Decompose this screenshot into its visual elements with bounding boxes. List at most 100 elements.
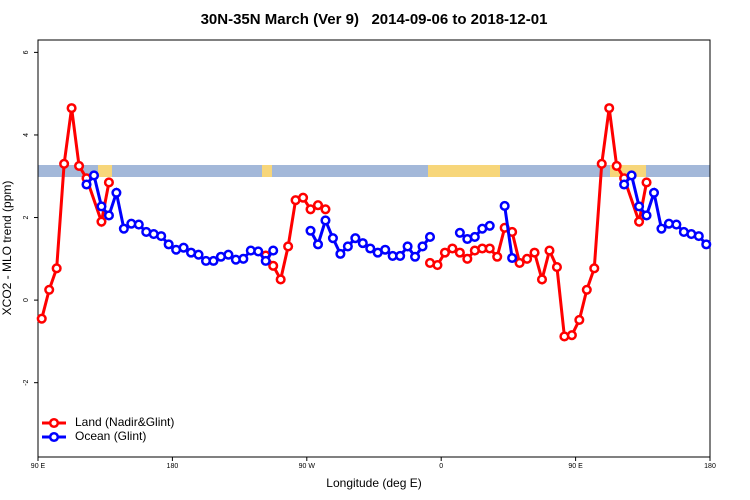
data-point [648,187,660,198]
x-tick-label: 180 [167,463,179,470]
data-point [424,231,436,242]
y-tick-label: -2 [23,379,30,385]
y-tick-label: 4 [23,133,30,137]
chart-title: 30N-35N March (Ver 9) 2014-09-06 to 2018… [201,11,548,28]
data-point [619,179,630,190]
x-tick-label: 90 W [299,463,316,470]
land-band [428,165,500,177]
y-tick-label: 2 [23,215,30,219]
data-point [342,241,353,252]
data-point [641,177,652,188]
data-point [447,243,458,254]
data-point [156,231,167,242]
legend-marker [48,431,60,443]
data-point [432,259,443,271]
data-point [536,274,548,285]
data-point [484,243,495,254]
data-point [581,284,592,295]
ocean-band [38,165,710,177]
data-point [589,263,600,274]
data-point [298,192,309,203]
legend-label: Land (Nadir&Glint) [75,415,174,429]
data-point [350,233,361,244]
data-point [59,158,70,169]
data-point [253,246,264,257]
data-point [499,200,510,212]
data-point [693,231,704,242]
plot-frame [37,39,711,458]
data-point [380,244,391,255]
map-strip [38,165,710,177]
data-point [305,204,316,215]
data-point [656,223,667,234]
data-point [604,103,615,114]
data-point [320,215,331,226]
data-point [529,247,540,258]
data-point [283,241,294,252]
data-point [96,216,107,227]
data-point [514,257,525,269]
y-tick-label: 0 [23,298,30,302]
x-tick-label: 0 [439,463,443,470]
x-tick-label: 90 E [31,463,46,470]
data-point [454,227,465,238]
data-point [275,274,286,285]
data-point [365,243,376,254]
data-point [596,158,607,169]
data-point [103,177,114,188]
data-point [522,253,533,264]
data-point [81,179,92,190]
data-point [469,231,480,242]
data-point [462,253,473,264]
data-point [312,239,324,250]
y-tick-label: 6 [23,50,30,54]
data-point [208,255,219,266]
data-point [223,249,234,260]
data-point [634,216,645,227]
data-point [634,201,645,212]
data-point [357,238,368,249]
data-point [178,242,189,253]
data-point [492,251,503,262]
data-point [111,187,122,198]
data-point [74,160,85,171]
data-point [260,255,271,266]
data-point [66,103,77,114]
data-point [671,219,682,230]
data-point [551,262,562,273]
legend-marker [48,417,60,429]
x-tick-label: 90 E [568,463,583,470]
data-point [312,200,324,211]
data-point [402,241,413,252]
data-point [417,241,428,252]
data-point [36,313,47,324]
data-point [439,247,450,258]
data-point [305,225,316,236]
x-axis-label: Longitude (deg E) [326,476,421,490]
data-point [611,160,622,171]
land-band [98,165,112,177]
data-point [268,260,279,271]
data-point [133,219,144,230]
data-point [701,239,712,250]
data-point [454,247,465,258]
data-point [103,210,114,221]
data-point [566,330,577,341]
data-point [163,239,174,250]
data-point [410,251,421,262]
data-point [193,249,204,260]
data-point [484,220,495,231]
data-point [626,170,637,181]
data-point [118,223,129,234]
data-point [88,170,100,181]
data-point [327,233,338,244]
data-point [335,248,346,259]
x-tick-label: 180 [704,463,716,470]
data-point [44,284,55,295]
land-band [262,165,272,177]
legend-label: Ocean (Glint) [75,429,146,443]
data-point [641,210,652,221]
data-point [320,204,331,215]
y-axis-label: XCO2 - MLO trend (ppm) [0,181,14,316]
